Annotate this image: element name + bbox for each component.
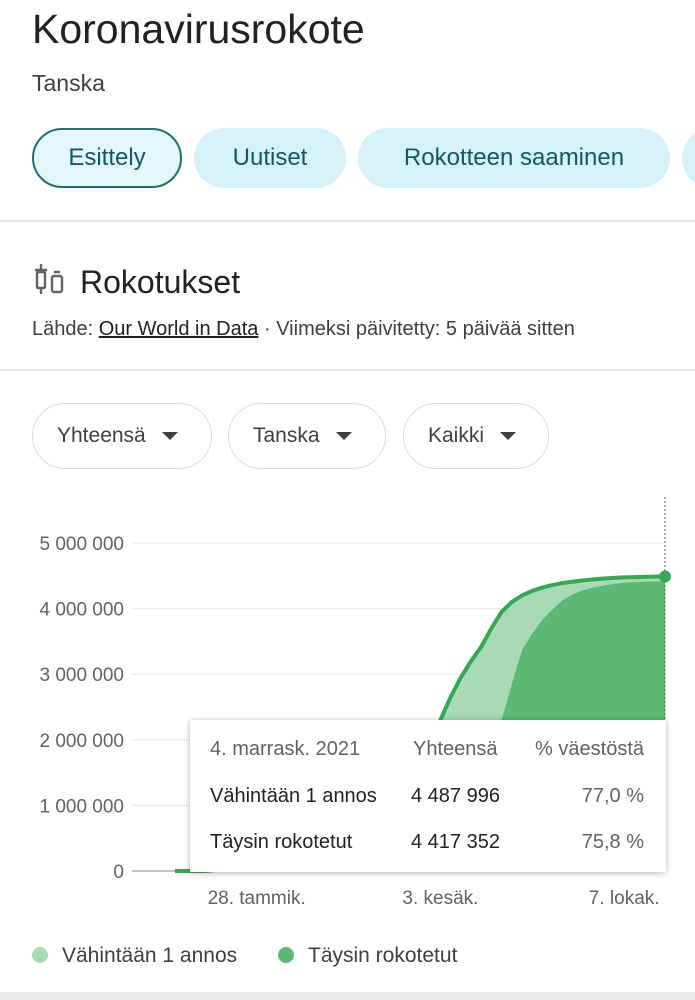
y-tick-label: 2 000 000 [39,731,124,752]
tooltip: 4. marrask. 2021 Yhteensä % väestöstä Vä… [190,720,666,872]
hover-point [659,570,671,583]
source: Lähde: Our World in Data · Viimeksi päiv… [32,318,575,341]
tooltip-total: 4 487 996 [411,785,500,807]
tooltip-column: Yhteensä [413,738,498,760]
filter-dropdown[interactable]: Yhteensä [32,403,212,469]
tooltip-column: % väestöstä [535,738,644,760]
x-tick-label: 7. lokak. [589,888,660,909]
y-tick-label: 5 000 000 [39,534,124,555]
tab[interactable]: Uutiset [194,128,346,188]
y-tick-label: 4 000 000 [39,600,124,621]
filter-label: Yhteensä [57,424,146,447]
tab[interactable]: Rokotteen saaminen [358,128,670,188]
tooltip-row-name: Täysin rokotetut [210,831,353,853]
filter-dropdown[interactable]: Kaikki [403,403,549,469]
x-tick-label: 28. tammik. [208,888,306,909]
y-tick-label: 3 000 000 [39,665,124,686]
y-tick-label: 0 [113,862,124,883]
tooltip-date: 4. marrask. 2021 [210,738,361,760]
updated: · Viimeksi päivitetty: 5 päivää sitten [263,318,575,340]
filter-label: Tanska [253,424,320,447]
tab-partial[interactable] [682,128,695,188]
tooltip-percent: 77,0 % [581,785,644,807]
y-tick-label: 1 000 000 [39,796,124,817]
filter-label: Kaikki [428,424,485,447]
bottom-bar [0,992,695,1000]
tooltip-percent: 75,8 % [581,831,644,853]
source-label: Lähde: [32,318,94,340]
tooltip-row-name: Vähintään 1 annos [210,785,377,807]
filter-dropdown[interactable]: Tanska [228,403,386,469]
divider [0,369,695,371]
tooltip-total: 4 417 352 [411,831,500,853]
section-title: Rokotukset [80,264,241,300]
legend-label: Täysin rokotetut [308,944,458,967]
source-link[interactable]: Our World in Data [98,318,259,340]
vaccine-icon [35,264,64,294]
title: Koronavirusrokote [32,6,365,52]
divider [0,220,695,222]
legend-label: Vähintään 1 annos [62,944,237,967]
legend-marker [278,947,294,963]
tab[interactable]: Esittely [32,128,182,188]
legend-marker [32,947,48,963]
subtitle: Tanska [32,70,105,96]
x-tick-label: 3. kesäk. [402,888,478,909]
